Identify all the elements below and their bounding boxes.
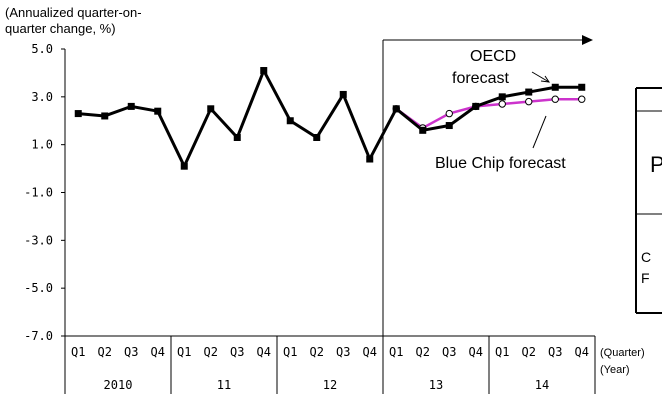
data-point-bluechip xyxy=(578,95,586,103)
data-point-oecd xyxy=(180,162,188,170)
data-point-oecd xyxy=(207,105,215,113)
data-point-oecd xyxy=(472,102,480,110)
x-tick-label-year: 13 xyxy=(429,378,443,392)
data-point-oecd xyxy=(525,88,533,96)
x-tick-label-quarter: Q4 xyxy=(257,345,271,359)
data-point-oecd xyxy=(260,67,268,75)
x-tick-label-quarter: Q1 xyxy=(71,345,85,359)
data-point-oecd xyxy=(445,122,453,130)
y-tick-label: -3.0 xyxy=(24,233,53,247)
x-tick-label-quarter: Q3 xyxy=(230,345,244,359)
x-tick-label-quarter: Q3 xyxy=(336,345,350,359)
data-point-oecd xyxy=(578,83,586,91)
data-point-bluechip xyxy=(525,97,533,106)
y-axis-caption-line1: (Annualized quarter-on- xyxy=(5,5,142,20)
bluechip-pointer-line xyxy=(532,115,547,149)
x-tick-label-quarter: Q4 xyxy=(469,345,483,359)
x-tick-label-quarter: Q4 xyxy=(575,345,589,359)
quarter-caption: (Quarter) xyxy=(600,347,645,359)
x-tick-label-quarter: Q1 xyxy=(389,345,403,359)
y-axis-caption-line2: quarter change, %) xyxy=(5,21,116,36)
x-tick-label-quarter: Q2 xyxy=(310,345,324,359)
data-point-oecd xyxy=(154,107,162,115)
x-tick-label-quarter: Q3 xyxy=(442,345,456,359)
y-tick-label: 3.0 xyxy=(31,90,53,104)
data-point-bluechip xyxy=(551,95,559,103)
x-tick-label-quarter: Q1 xyxy=(177,345,191,359)
x-tick-label-quarter: Q2 xyxy=(98,345,112,359)
data-point-oecd xyxy=(419,126,427,134)
data-point-oecd xyxy=(127,102,135,110)
x-tick-label-quarter: Q4 xyxy=(363,345,377,359)
data-point-oecd xyxy=(286,117,294,125)
series-line-oecd xyxy=(78,66,582,170)
y-tick-label: 1.0 xyxy=(31,138,53,152)
x-tick-label-quarter: Q3 xyxy=(548,345,562,359)
x-tick-label-quarter: Q2 xyxy=(522,345,536,359)
bluechip-label: Blue Chip forecast xyxy=(435,155,566,172)
data-point-oecd xyxy=(498,93,506,101)
data-point-oecd xyxy=(233,133,241,141)
x-tick-label-quarter: Q2 xyxy=(416,345,430,359)
side-table-fragment-f: F xyxy=(641,270,650,286)
data-point-oecd xyxy=(101,112,109,120)
series-line-bluechip xyxy=(395,97,582,130)
oecd-label-line1: OECD xyxy=(470,48,516,65)
oecd-pointer-arrowhead xyxy=(540,75,551,83)
side-table: P C F xyxy=(635,87,662,314)
x-tick-label-quarter: Q4 xyxy=(151,345,165,359)
x-tick-label-year: 11 xyxy=(217,378,231,392)
data-point-oecd xyxy=(74,110,82,118)
x-tick-label-quarter: Q1 xyxy=(283,345,297,359)
oecd-pointer-line xyxy=(531,71,550,83)
data-point-bluechip xyxy=(498,100,506,108)
data-point-bluechip xyxy=(445,109,453,118)
y-tick-label: -1.0 xyxy=(24,186,53,200)
data-point-oecd xyxy=(366,155,374,163)
y-tick-label: -7.0 xyxy=(24,329,53,343)
x-tick-label-quarter: Q3 xyxy=(124,345,138,359)
data-point-oecd xyxy=(392,105,400,113)
forecast-arrowhead xyxy=(582,35,593,45)
side-table-fragment-c: C xyxy=(641,249,651,265)
data-point-oecd xyxy=(339,90,347,98)
x-tick-label-year: 14 xyxy=(535,378,549,392)
y-tick-label: 5.0 xyxy=(31,42,53,56)
y-tick-label: -5.0 xyxy=(24,281,53,295)
x-tick-label-quarter: Q1 xyxy=(495,345,509,359)
x-tick-label-year: 12 xyxy=(323,378,337,392)
oecd-label-line2: forecast xyxy=(452,70,509,87)
data-point-oecd xyxy=(313,133,321,141)
x-tick-label-quarter: Q2 xyxy=(204,345,218,359)
year-caption: (Year) xyxy=(600,364,630,376)
data-point-oecd xyxy=(551,83,559,91)
x-tick-label-year: 2010 xyxy=(104,378,133,392)
side-table-fragment-p: P xyxy=(650,152,662,177)
